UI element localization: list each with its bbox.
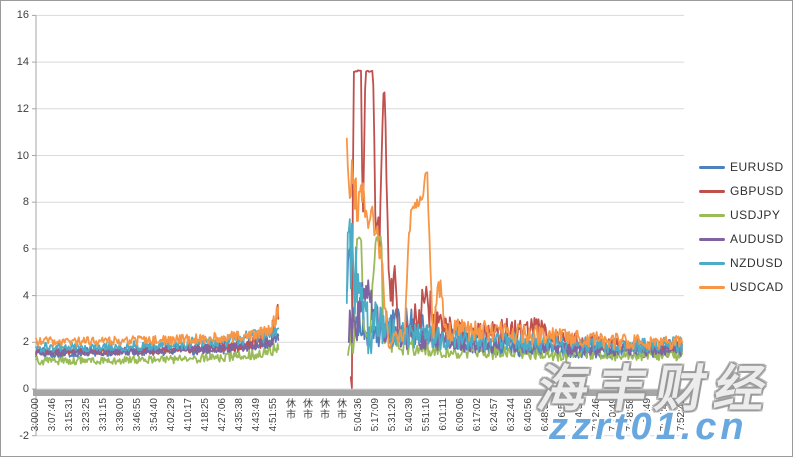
legend-item-USDJPY: USDJPY [699,208,784,222]
legend-item-EURUSD: EURUSD [699,160,784,174]
series-line-USDCAD [345,137,683,351]
x-tick-label: 6:32:44 [506,398,517,432]
legend-swatch-icon [699,261,725,265]
y-tick-label: -2 [19,429,29,442]
legend-item-AUDUSD: AUDUSD [699,232,784,246]
legend-item-GBPUSD: GBPUSD [699,184,784,198]
legend-label: GBPUSD [730,184,784,198]
series-line-USDCAD [35,306,280,348]
x-tick-label-market-closed: 休市 [286,399,296,421]
x-tick-label: 3:07:46 [47,398,58,432]
x-tick-label: 5:31:20 [387,398,398,432]
legend-item-NZDUSD: NZDUSD [699,256,784,270]
x-tick-label: 4:10:17 [183,398,194,432]
legend-label: NZDUSD [730,256,783,270]
legend-item-USDCAD: USDCAD [699,280,784,294]
y-tick-label: 4 [22,289,29,302]
x-tick-label: 3:00:00 [30,398,41,432]
legend-label: EURUSD [730,160,784,174]
x-tick-label: 6:09:06 [455,398,466,432]
y-tick-label: 0 [22,383,29,395]
series-line-USDJPY [35,342,280,366]
x-tick-label: 4:18:25 [200,398,211,432]
legend-swatch-icon [699,237,725,241]
y-tick-label: 2 [22,336,29,349]
x-tick-label: 6:40:56 [523,398,534,432]
x-tick-label: 4:35:38 [234,398,245,432]
legend-swatch-icon [699,285,725,289]
x-tick-label: 4:02:29 [166,398,177,432]
x-tick-label: 3:54:40 [149,398,160,432]
x-tick-label: 4:43:49 [251,398,262,432]
watermark-url-text: zzrt01.cn [549,406,748,448]
x-tick-label: 5:51:10 [421,398,432,432]
x-tick-label: 3:23:25 [81,398,92,432]
x-tick-label: 3:39:00 [115,398,126,432]
legend-label: AUDUSD [730,232,784,246]
x-tick-label: 5:40:39 [404,398,415,432]
legend-swatch-icon [699,189,725,193]
x-tick-label: 3:31:15 [98,398,109,432]
x-tick-label: 5:17:09 [370,398,381,432]
x-tick-label: 5:04:36 [353,398,364,432]
x-tick-label: 3:46:55 [132,398,143,432]
x-tick-label-market-closed: 休市 [320,399,330,421]
legend: EURUSD GBPUSD USDJPY AUDUSD NZDUSD USDCAD [699,160,784,304]
x-tick-label: 4:51:55 [268,398,279,432]
y-tick-label: 12 [16,102,29,115]
y-tick-label: 6 [22,242,29,255]
x-tick-label: 3:15:31 [64,398,75,432]
x-tick-label: 6:17:02 [472,398,483,432]
y-tick-label: 14 [16,56,29,69]
x-tick-label: 4:27:06 [217,398,228,432]
y-tick-label: 16 [16,9,29,22]
y-tick-label: 10 [16,149,29,162]
legend-swatch-icon [699,165,725,169]
x-tick-label-market-closed: 休市 [303,399,313,421]
series-line-AUDUSD [35,333,280,357]
x-tick-label-market-closed: 休市 [337,399,347,421]
legend-label: USDJPY [730,208,781,222]
x-tick-label: 6:24:57 [489,398,500,432]
y-tick-label: 8 [22,196,29,209]
legend-swatch-icon [699,213,725,217]
x-tick-label: 6:01:11 [438,398,449,431]
category-axis-bar [33,389,686,396]
legend-label: USDCAD [730,280,784,294]
